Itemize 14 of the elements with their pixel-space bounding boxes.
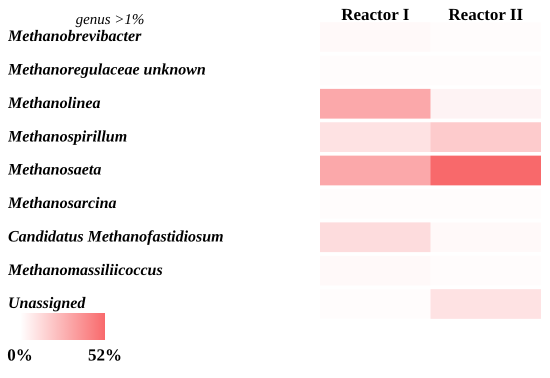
color-bar-label: 52% (88, 345, 122, 364)
x-tick-label: Reactor I (341, 5, 410, 24)
y-tick-label: Methanolinea (7, 94, 100, 112)
color-bar-label: 0% (7, 345, 33, 364)
y-tick-label: Methanomassiliicoccus (7, 262, 163, 279)
y-tick-label: Methanospirillum (7, 128, 128, 146)
x-tick-label: Reactor II (448, 5, 524, 24)
y-tick-label: Candidatus Methanofastidiosum (8, 228, 224, 246)
y-tick-label: Methanobrevibacter (7, 28, 142, 46)
y-tick-label: Methanosarcina (7, 195, 116, 212)
y-tick-label: Methanoregulaceae unknown (7, 62, 206, 79)
y-tick-label: Unassigned (8, 295, 86, 312)
y-tick-label: Methanosaeta (7, 162, 102, 179)
y-axis-title: genus >1% (76, 12, 144, 28)
